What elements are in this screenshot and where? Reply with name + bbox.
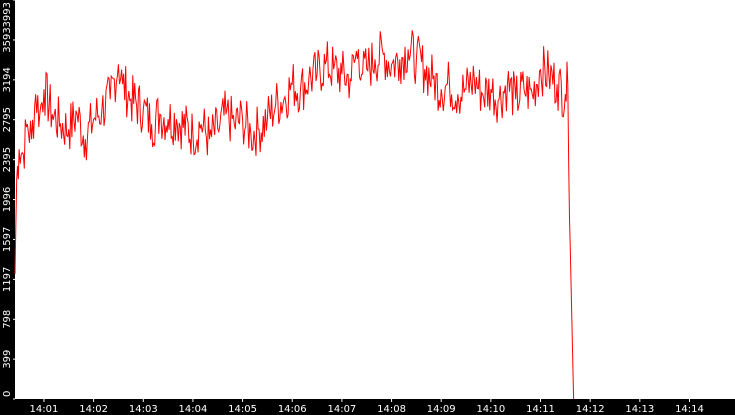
x-tick-label: 14:05 xyxy=(228,404,257,415)
x-tick-label: 14:01 xyxy=(30,404,59,415)
series-layer xyxy=(14,30,575,400)
x-tick-label: 14:04 xyxy=(179,404,208,415)
y-tick-label: 3993 xyxy=(2,2,13,27)
y-tick-label: 2795 xyxy=(2,107,13,132)
x-tick-label: 14:06 xyxy=(278,404,307,415)
y-tick-label: 798 xyxy=(2,310,13,329)
x-tick-label: 14:03 xyxy=(129,404,158,415)
y-tick-label: 3194 xyxy=(2,67,13,92)
x-tick-label: 14:09 xyxy=(427,404,456,415)
y-axis-band xyxy=(0,0,15,415)
series-line xyxy=(14,30,575,400)
x-tick-label: 14:08 xyxy=(377,404,406,415)
x-tick-label: 14:02 xyxy=(79,404,108,415)
x-tick-label: 14:11 xyxy=(526,404,555,415)
y-tick-label: 2395 xyxy=(2,147,13,172)
x-axis-ticks: 14:01 14:02 14:03 14:04 14:05 14:06 14:07 14:08… xyxy=(30,399,704,415)
y-tick-label: 0 xyxy=(2,391,13,397)
x-tick-label: 14:13 xyxy=(625,404,654,415)
x-tick-label: 14:14 xyxy=(675,404,704,415)
y-tick-label: 1597 xyxy=(2,227,13,252)
y-tick-label: 399 xyxy=(2,350,13,369)
y-tick-label: 1197 xyxy=(2,267,13,292)
x-tick-label: 14:07 xyxy=(327,404,356,415)
x-axis-band xyxy=(0,399,735,415)
x-tick-label: 14:12 xyxy=(576,404,605,415)
y-tick-label: 1996 xyxy=(2,187,13,212)
y-tick-label: 3593 xyxy=(2,27,13,52)
x-tick-label: 14:10 xyxy=(476,404,505,415)
